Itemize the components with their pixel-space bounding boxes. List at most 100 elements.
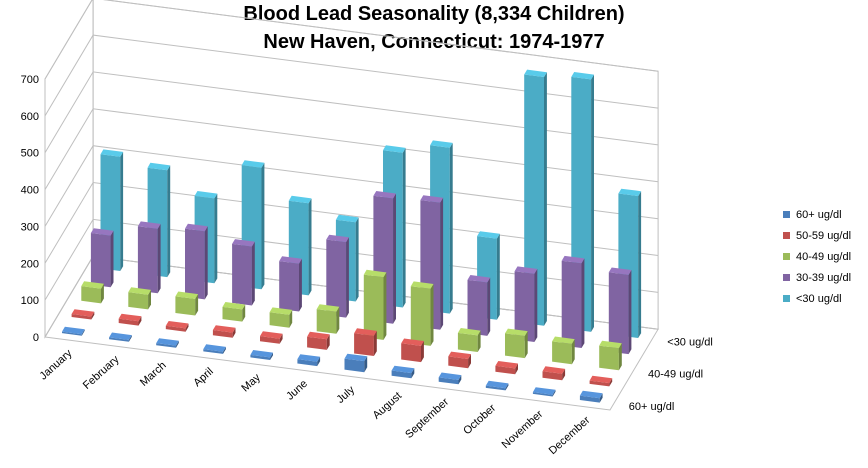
bar-60-ug-dl-march <box>156 338 179 348</box>
bar-30-39-ug-dl-april <box>232 239 255 306</box>
bar-side-face <box>299 258 302 312</box>
x-tick-label-august: August <box>371 390 404 422</box>
bar-side-face <box>289 309 293 328</box>
bar-top-face <box>373 191 396 199</box>
bar-front-face <box>495 365 516 375</box>
bar-60-ug-dl-april <box>203 344 226 354</box>
bar-front-face <box>212 330 233 338</box>
x-tick-label-june: June <box>284 378 310 403</box>
bar-60-ug-dl-september <box>438 372 462 385</box>
bar-side-face <box>355 217 359 302</box>
bar-top-face <box>222 302 246 310</box>
legend-label: 60+ ug/dl <box>796 208 842 221</box>
bar-front-face <box>118 318 139 326</box>
x-tick-label-july: July <box>334 384 357 406</box>
bar-side-face <box>317 356 321 367</box>
x-tick-label-december: December <box>547 414 593 457</box>
bar-top-face <box>542 366 566 374</box>
bar-50-59-ug-dl-march <box>165 321 189 332</box>
bar-side-face <box>552 389 556 397</box>
chart-title-line1: Blood Lead Seasonality (8,334 Children) <box>243 3 625 25</box>
bar-40-49-ug-dl-may <box>269 307 293 328</box>
bar-front-face <box>128 292 149 310</box>
bar-top-face <box>485 380 509 389</box>
bar-front-face <box>137 226 158 294</box>
bar-30-39-ug-dl-november <box>561 255 585 348</box>
bar-top-face <box>383 145 406 153</box>
bar-front-face <box>203 349 223 354</box>
bar-top-face <box>175 291 199 299</box>
y-gridline <box>44 145 659 227</box>
y-gridline <box>44 181 659 264</box>
bar-top-face <box>81 281 104 289</box>
bar-40-49-ug-dl-july <box>363 269 387 340</box>
legend-label: 50-59 ug/dl <box>796 229 852 242</box>
bar-front-face <box>391 370 412 379</box>
bar-front-face <box>552 341 572 365</box>
bar-40-49-ug-dl-december <box>599 340 622 371</box>
bar-40-49-ug-dl-october <box>505 328 528 359</box>
bar-side-face <box>524 331 528 359</box>
legend-label: <30 ug/dl <box>796 292 842 305</box>
bar-front-face <box>260 336 280 344</box>
bar-side-face <box>581 258 585 348</box>
bar-top-face <box>391 365 415 374</box>
bar-side-face <box>477 330 481 352</box>
bar-side-face <box>487 277 491 336</box>
legend-swatch <box>783 253 790 260</box>
bar-side-face <box>599 393 603 403</box>
bar-side-face <box>120 151 124 271</box>
bar-front-face <box>165 325 186 332</box>
bar-side-face <box>505 383 509 391</box>
bar-side-face <box>214 193 218 284</box>
bar-50-59-ug-dl-october <box>495 361 518 375</box>
bar-30-39-ug-dl-october <box>514 266 538 342</box>
bar-front-face <box>250 354 271 360</box>
bar-top-face <box>279 256 302 264</box>
bar-50-59-ug-dl-may <box>260 331 283 344</box>
bar-top-face <box>185 223 208 232</box>
bar-side-face <box>496 233 500 320</box>
bar-60-ug-dl-august <box>391 365 415 379</box>
y-tick-label: 500 <box>21 148 39 160</box>
depth-tick-label-30-ug-dl: <30 ug/dl <box>667 336 713 348</box>
bar-40-49-ug-dl-march <box>175 291 199 316</box>
legend-item-40-49-ug-dl: 40-49 ug/dl <box>783 246 851 267</box>
bar-front-face <box>448 356 469 369</box>
bar-top-face <box>363 269 387 278</box>
bar-side-face <box>223 346 226 354</box>
bar-side-face <box>383 272 387 340</box>
bar-30-39-ug-dl-june <box>326 234 349 318</box>
x-tick-label-march: March <box>138 360 169 389</box>
bar-side-face <box>308 198 312 296</box>
bar-side-face <box>618 343 622 371</box>
bar-30-39-ug-dl-january <box>90 228 114 288</box>
bar-top-face <box>420 195 444 203</box>
legend-label: 40-49 ug/dl <box>796 250 852 263</box>
bar-40-49-ug-dl-august <box>410 281 434 346</box>
bar-front-face <box>467 279 488 336</box>
y-tick-label: 100 <box>21 295 39 307</box>
bar-top-face <box>128 287 151 295</box>
bar-top-face <box>316 304 340 312</box>
bar-top-face <box>297 354 321 362</box>
bar-top-face <box>438 372 462 380</box>
bar-top-face <box>71 309 95 317</box>
bar-top-face <box>194 191 218 199</box>
bar-front-face <box>363 274 384 340</box>
bar-top-face <box>307 331 330 340</box>
bar-side-face <box>468 354 471 369</box>
x-tick-label-october: October <box>461 402 498 437</box>
bar-top-face <box>335 214 359 223</box>
bar-30-39-ug-dl-december <box>608 267 632 355</box>
bar-side-face <box>326 334 330 350</box>
bar-side-face <box>185 323 189 332</box>
bar-front-face <box>71 314 92 320</box>
bar-side-face <box>562 368 566 381</box>
bar-top-face <box>524 69 547 77</box>
bar-side-face <box>458 375 462 385</box>
bar-top-face <box>147 162 171 171</box>
bar-60-ug-dl-may <box>250 350 273 360</box>
x-tick-label-may: May <box>239 371 263 394</box>
